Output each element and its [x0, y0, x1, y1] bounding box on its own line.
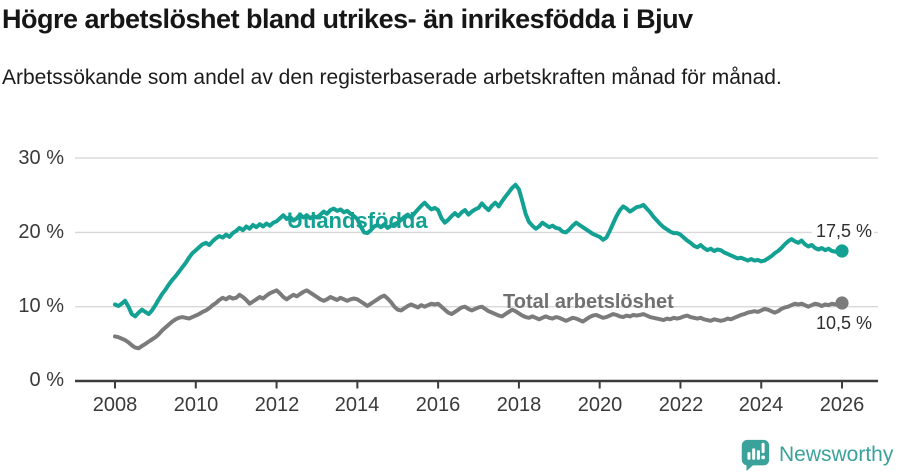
newsworthy-logo[interactable]: Newsworthy: [738, 438, 893, 472]
end-value-label-total-arbetsloshet: 10,5 %: [812, 312, 874, 334]
y-axis-tick-label: 30 %: [18, 147, 64, 169]
page-subtitle: Arbetssökande som andel av den registerb…: [2, 66, 782, 89]
x-axis-tick-label: 2026: [819, 394, 865, 416]
series-label-total-arbetsloshet: Total arbetslöshet: [503, 291, 674, 313]
y-axis-tick-label: 20 %: [18, 221, 64, 243]
series-line: [113, 288, 844, 351]
y-axis-tick-label: 0 %: [29, 369, 64, 391]
x-axis-tick-label: 2010: [173, 394, 219, 416]
series-label-utlandsfodda: Utlandsfödda: [287, 208, 428, 233]
x-axis-tick-label: 2018: [496, 394, 542, 416]
y-axis-tick-label: 10 %: [18, 295, 64, 317]
end-value-label-utlandsfodda: 17,5 %: [812, 220, 874, 242]
newsworthy-logo-icon: [741, 439, 770, 472]
x-axis-tick-label: 2014: [334, 394, 380, 416]
series-end-dot: [835, 244, 849, 258]
x-axis-tick-label: 2012: [254, 394, 300, 416]
series-end-dot: [835, 296, 849, 310]
page-title: Högre arbetslöshet bland utrikes- än inr…: [2, 4, 693, 34]
x-axis-tick-label: 2008: [92, 394, 138, 416]
x-axis-tick-label: 2020: [577, 394, 623, 416]
x-axis-tick-label: 2016: [415, 394, 461, 416]
series-line: [113, 182, 844, 319]
newsworthy-logo-text: Newsworthy: [779, 443, 894, 466]
x-axis-tick-label: 2022: [658, 394, 704, 416]
x-axis-tick-label: 2024: [738, 394, 784, 416]
